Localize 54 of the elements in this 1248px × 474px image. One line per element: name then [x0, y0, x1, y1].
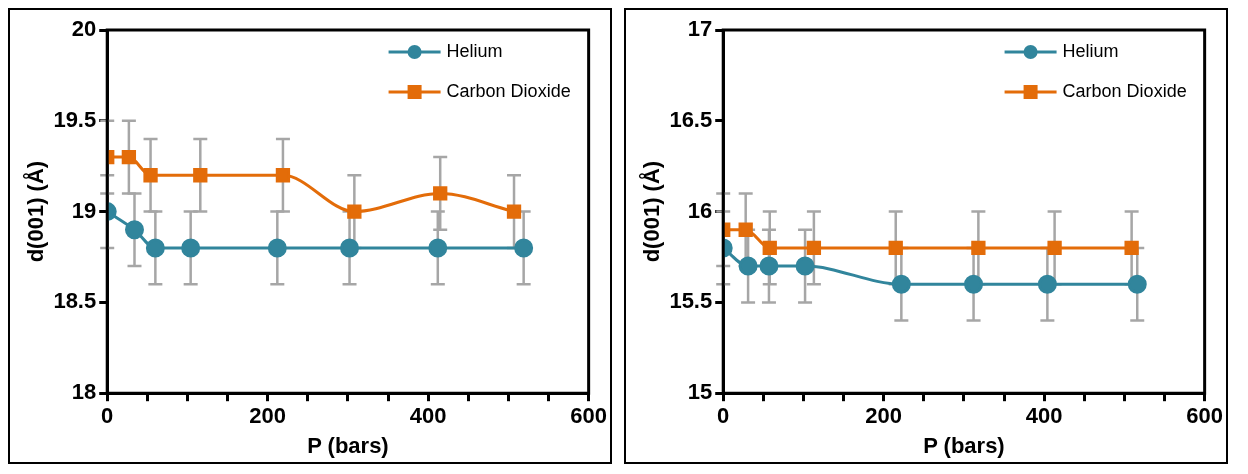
y-axis-title: d(001) (Å): [638, 160, 665, 263]
point: [1047, 240, 1062, 256]
point: [121, 149, 137, 165]
point: [1124, 240, 1139, 256]
point: [971, 240, 986, 256]
y-tick-label: 19.5: [53, 106, 97, 132]
legend-label: Carbon Dioxide: [446, 80, 571, 101]
point: [759, 256, 779, 276]
point: [428, 238, 448, 258]
point: [891, 274, 911, 294]
y-tick-label: 16: [687, 197, 713, 223]
point: [738, 256, 758, 276]
y-tick-label: 18: [71, 379, 97, 405]
x-tick-label: 0: [101, 403, 114, 429]
x-tick-label: 200: [865, 403, 903, 429]
point: [806, 240, 822, 256]
point: [1127, 274, 1147, 294]
point: [145, 238, 165, 258]
x-tick-label: 200: [249, 403, 287, 429]
point: [738, 222, 753, 237]
point: [964, 274, 984, 294]
y-tick-label: 17: [687, 16, 713, 42]
point: [762, 240, 777, 256]
point: [795, 256, 815, 276]
point: [125, 220, 144, 240]
point: [1037, 274, 1057, 294]
point: [193, 168, 208, 183]
point: [433, 186, 448, 201]
point: [267, 238, 287, 258]
x-tick-label: 600: [570, 403, 608, 429]
point: [888, 240, 903, 256]
x-tick-label: 400: [409, 403, 447, 429]
y-tick-label: 15.5: [669, 288, 713, 314]
x-tick-label: 400: [1025, 403, 1063, 429]
point: [181, 238, 201, 258]
y-tick-label: 19: [71, 197, 97, 223]
y-tick-label: 16.5: [669, 106, 713, 132]
legend-label: Helium: [446, 40, 503, 61]
x-tick-label: 0: [717, 403, 730, 429]
point: [347, 204, 362, 219]
x-axis-title: P (bars): [307, 432, 389, 458]
point: [143, 168, 158, 183]
point: [506, 204, 522, 219]
x-axis-title: P (bars): [923, 432, 1005, 458]
legend-label: Carbon Dioxide: [1062, 80, 1187, 101]
point: [340, 238, 360, 258]
point: [514, 238, 534, 258]
legend-label: Helium: [1062, 40, 1119, 61]
y-tick-label: 20: [71, 16, 97, 42]
y-tick-label: 18.5: [53, 288, 97, 314]
y-tick-label: 15: [687, 379, 713, 405]
y-axis-title: d(001) (Å): [22, 160, 49, 263]
point: [275, 168, 291, 183]
x-tick-label: 600: [1186, 403, 1224, 429]
